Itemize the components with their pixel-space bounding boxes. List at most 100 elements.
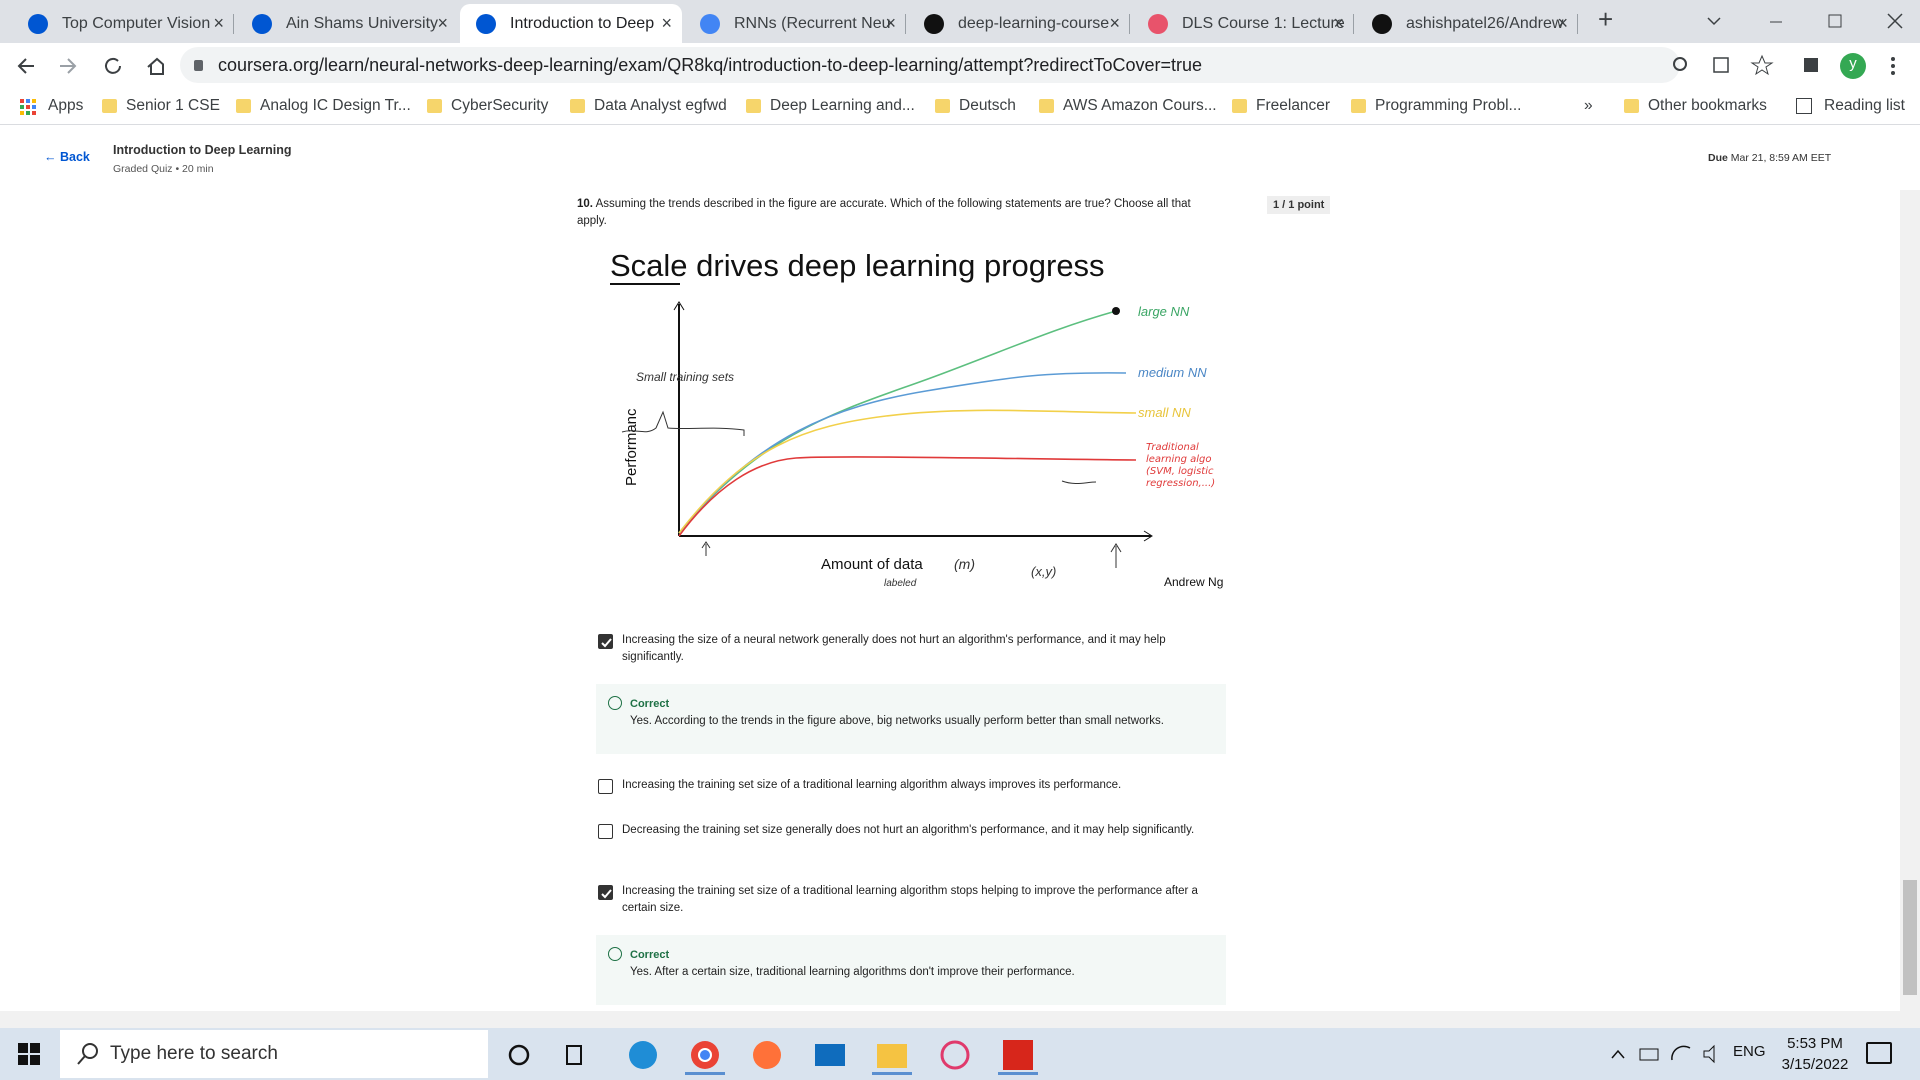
explorer[interactable]: [877, 1044, 907, 1068]
profile-initial: y: [1849, 55, 1857, 72]
apps-label: Apps: [48, 97, 84, 114]
back-link[interactable]: ← Back: [44, 150, 90, 164]
back-button[interactable]: [17, 58, 34, 74]
tab-close[interactable]: ×: [1557, 13, 1568, 33]
bookmark-star[interactable]: [1750, 54, 1774, 76]
other-bookmarks-label: Other bookmarks: [1648, 97, 1767, 114]
reload-button[interactable]: [105, 57, 121, 74]
figure-title: Scale drives deep learning progress: [610, 248, 1105, 283]
feedback-text: Yes. After a certain size, traditional l…: [630, 966, 1075, 978]
close-window[interactable]: [1887, 13, 1903, 29]
checkbox[interactable]: [598, 779, 613, 794]
horizontal-scrollbar[interactable]: [0, 1011, 1900, 1028]
menu-dot[interactable]: [1891, 64, 1895, 68]
bookmark-label: Programming Probl...: [1375, 97, 1522, 114]
scroll-thumb[interactable]: [1903, 880, 1917, 995]
large-nn-curve: [678, 310, 1117, 534]
bookmark-label: Deutsch: [959, 97, 1016, 114]
cortana[interactable]: [508, 1044, 530, 1066]
home-button[interactable]: [147, 57, 164, 75]
folder-icon: [1232, 99, 1247, 113]
checkbox[interactable]: [598, 885, 613, 900]
bookmark-label: AWS Amazon Cours...: [1063, 97, 1217, 114]
checkbox[interactable]: [598, 824, 613, 839]
checkbox[interactable]: [598, 634, 613, 649]
tab[interactable]: RNNs (Recurrent Neu ×: [684, 4, 906, 43]
extensions-icon[interactable]: [1804, 58, 1818, 72]
task-view[interactable]: [566, 1045, 582, 1065]
bookmark[interactable]: Freelancer: [1232, 88, 1330, 124]
back-label: Back: [59, 150, 90, 164]
battery[interactable]: [1639, 1048, 1659, 1061]
reading-list[interactable]: Reading list: [1796, 88, 1905, 124]
share-icon[interactable]: [1713, 57, 1729, 73]
bookmark[interactable]: Data Analyst egfwd: [570, 88, 727, 124]
volume[interactable]: [1703, 1044, 1715, 1064]
restore[interactable]: [1828, 14, 1842, 28]
tray-expand[interactable]: [1611, 1049, 1625, 1059]
menu-dot[interactable]: [1891, 71, 1895, 75]
wifi[interactable]: [1671, 1045, 1691, 1061]
figure: Scale drives deep learning progress Smal…: [610, 248, 1223, 589]
tab-close[interactable]: ×: [437, 13, 448, 33]
snip[interactable]: [940, 1040, 970, 1070]
mail[interactable]: [815, 1044, 845, 1066]
xy-note: (x,y): [1031, 564, 1056, 579]
zoom-icon[interactable]: [1673, 57, 1687, 71]
bookmark[interactable]: Deep Learning and...: [746, 88, 915, 124]
tab-close[interactable]: ×: [1109, 13, 1120, 33]
bookmark[interactable]: CyberSecurity: [427, 88, 548, 124]
edge[interactable]: [629, 1041, 657, 1069]
language[interactable]: ENG: [1733, 1043, 1766, 1060]
favicon: [1372, 14, 1392, 34]
bookmark[interactable]: Deutsch: [935, 88, 1016, 124]
url-field[interactable]: coursera.org/learn/neural-networks-deep-…: [180, 47, 1680, 83]
tab[interactable]: DLS Course 1: Lecture ×: [1132, 4, 1354, 43]
curve-label: Traditional learning algo (SVM, logistic…: [1146, 442, 1216, 489]
clock[interactable]: 5:53 PM 3/15/2022: [1770, 1033, 1860, 1075]
course-title: Introduction to Deep Learning: [113, 143, 292, 157]
folder-icon: [427, 99, 442, 113]
new-tab[interactable]: +: [1598, 4, 1614, 34]
apps-shortcut[interactable]: Apps: [20, 88, 83, 124]
search-icon: [77, 1043, 98, 1065]
other-bookmarks[interactable]: Other bookmarks: [1624, 88, 1767, 124]
tab[interactable]: Introduction to Deep ×: [460, 4, 682, 43]
x-note: labeled: [884, 578, 917, 589]
search-box[interactable]: Type here to search: [60, 1030, 488, 1078]
bookmark[interactable]: Analog IC Design Tr...: [236, 88, 411, 124]
feedback: Correct Yes. According to the trends in t…: [596, 684, 1226, 754]
start-button[interactable]: [18, 1043, 40, 1065]
tab[interactable]: ashishpatel26/Andrew ×: [1356, 4, 1578, 43]
tab[interactable]: Ain Shams University ×: [236, 4, 458, 43]
tab-title: Introduction to Deep: [510, 15, 655, 32]
firefox[interactable]: [753, 1041, 781, 1069]
bookmark[interactable]: Senior 1 CSE: [102, 88, 220, 124]
vertical-scrollbar[interactable]: [1900, 190, 1920, 1028]
check-mark: [600, 637, 612, 647]
bookmark[interactable]: AWS Amazon Cours...: [1039, 88, 1217, 124]
notifications[interactable]: [1866, 1042, 1892, 1064]
more-bookmarks[interactable]: »: [1584, 97, 1593, 114]
tab-close[interactable]: ×: [1333, 13, 1344, 33]
address-bar: coursera.org/learn/neural-networks-deep-…: [0, 43, 1920, 88]
forward-button[interactable]: [60, 58, 77, 74]
acrobat[interactable]: [1003, 1040, 1033, 1070]
tab-close[interactable]: ×: [213, 13, 224, 33]
option: Increasing the training set size of a tr…: [596, 777, 1226, 817]
bookmark[interactable]: Programming Probl...: [1351, 88, 1521, 124]
tab-close[interactable]: ×: [885, 13, 896, 33]
option: Increasing the training set size of a tr…: [596, 883, 1226, 923]
tab[interactable]: deep-learning-course ×: [908, 4, 1130, 43]
medium-nn-curve: [678, 372, 1127, 534]
tab[interactable]: Top Computer Vision ×: [12, 4, 234, 43]
y-axis-label: Performanc: [623, 408, 640, 486]
tab-search[interactable]: [1707, 17, 1721, 26]
date: 3/15/2022: [1781, 1056, 1849, 1073]
favicon: [28, 14, 48, 34]
profile-avatar[interactable]: [1840, 53, 1866, 79]
menu-dot[interactable]: [1891, 57, 1895, 61]
tab-close[interactable]: ×: [661, 13, 672, 33]
x-arrow: [1143, 530, 1153, 542]
